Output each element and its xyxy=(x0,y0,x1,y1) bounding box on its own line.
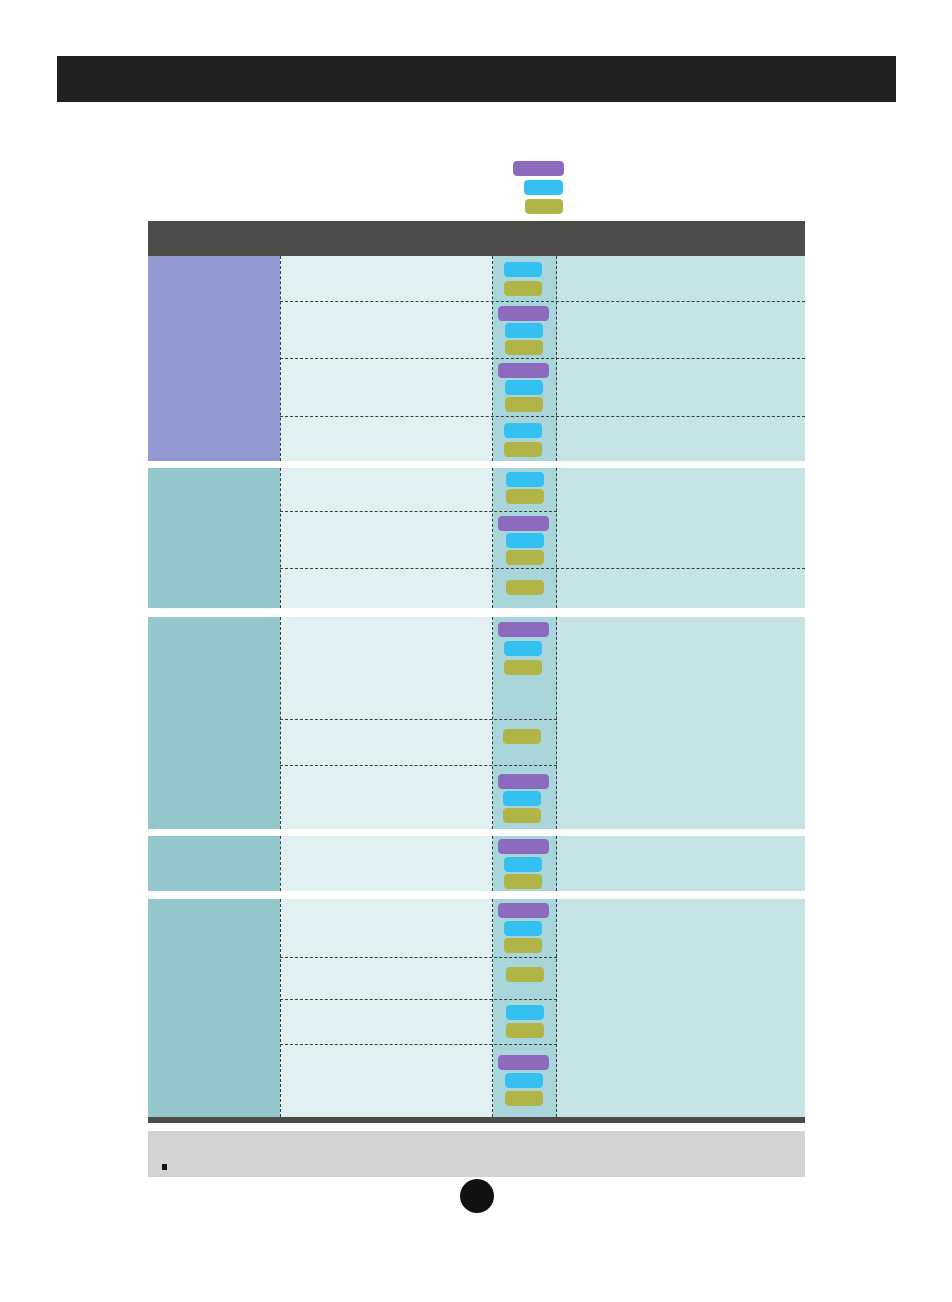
description-column-group-5 xyxy=(557,899,805,1117)
divider xyxy=(280,617,281,829)
table-bottom-rule xyxy=(148,1117,805,1123)
category-cell-1 xyxy=(148,256,280,461)
indicator-olive xyxy=(504,938,542,953)
row-divider xyxy=(280,416,805,417)
divider xyxy=(556,899,557,1117)
row-divider xyxy=(280,511,557,512)
indicator-blue xyxy=(503,791,541,806)
row-divider xyxy=(280,568,805,569)
indicator-purple xyxy=(498,363,549,378)
indicator-olive xyxy=(505,397,543,412)
description-column-group-3 xyxy=(557,617,805,829)
indicator-olive xyxy=(504,660,542,675)
divider xyxy=(492,899,493,1117)
indicator-olive xyxy=(504,281,542,296)
divider xyxy=(492,836,493,891)
row-divider xyxy=(280,957,557,958)
page-number-badge xyxy=(460,1179,494,1213)
header-bar xyxy=(57,56,896,102)
table-header xyxy=(148,221,805,256)
indicator-olive xyxy=(506,489,544,504)
row-divider xyxy=(280,358,805,359)
function-column-group-5 xyxy=(280,899,493,1117)
legend-olive-swatch xyxy=(525,199,563,214)
indicator-olive xyxy=(503,808,541,823)
indicator-blue xyxy=(504,857,542,872)
category-cell-2 xyxy=(148,468,280,608)
indicator-blue xyxy=(506,533,544,548)
indicator-olive xyxy=(504,442,542,457)
indicator-olive xyxy=(506,1023,544,1038)
indicator-olive xyxy=(506,580,544,595)
indicator-purple xyxy=(498,622,549,637)
divider xyxy=(280,468,281,608)
indicator-purple xyxy=(498,306,549,321)
row-divider xyxy=(280,301,805,302)
legend-purple-swatch xyxy=(513,161,564,176)
category-cell-5 xyxy=(148,899,280,1117)
indicator-blue xyxy=(505,323,543,338)
description-column-group-2 xyxy=(557,468,805,608)
indicator-blue xyxy=(505,1073,543,1088)
function-column-group-4 xyxy=(280,836,493,891)
indicator-olive xyxy=(505,1091,543,1106)
row-divider xyxy=(280,765,557,766)
indicator-purple xyxy=(498,903,549,918)
indicator-blue xyxy=(505,380,543,395)
indicator-olive xyxy=(505,340,543,355)
row-divider xyxy=(280,719,557,720)
row-divider xyxy=(280,1044,557,1045)
indicator-olive xyxy=(504,874,542,889)
indicator-blue xyxy=(504,641,542,656)
indicator-purple xyxy=(498,1055,549,1070)
divider xyxy=(280,836,281,891)
indicator-purple xyxy=(498,839,549,854)
indicator-blue xyxy=(504,423,542,438)
indicator-olive xyxy=(506,550,544,565)
note-box xyxy=(148,1131,805,1177)
indicator-purple xyxy=(498,774,549,789)
note-bullet-icon xyxy=(162,1164,167,1170)
indicator-olive xyxy=(503,729,541,744)
divider xyxy=(556,468,557,608)
category-cell-4 xyxy=(148,836,280,891)
function-column-group-3 xyxy=(280,617,493,829)
indicator-blue xyxy=(506,1005,544,1020)
row-divider xyxy=(280,999,557,1000)
indicator-blue xyxy=(504,262,542,277)
category-cell-3 xyxy=(148,617,280,829)
indicator-olive xyxy=(506,967,544,982)
divider xyxy=(492,617,493,829)
divider xyxy=(556,617,557,829)
indicator-blue xyxy=(506,472,544,487)
divider xyxy=(556,836,557,891)
description-column-group-4 xyxy=(557,836,805,891)
divider xyxy=(280,899,281,1117)
function-column-group-2 xyxy=(280,468,493,608)
indicator-blue xyxy=(504,921,542,936)
legend-blue-swatch xyxy=(524,180,563,195)
indicator-purple xyxy=(498,516,549,531)
divider xyxy=(492,468,493,608)
